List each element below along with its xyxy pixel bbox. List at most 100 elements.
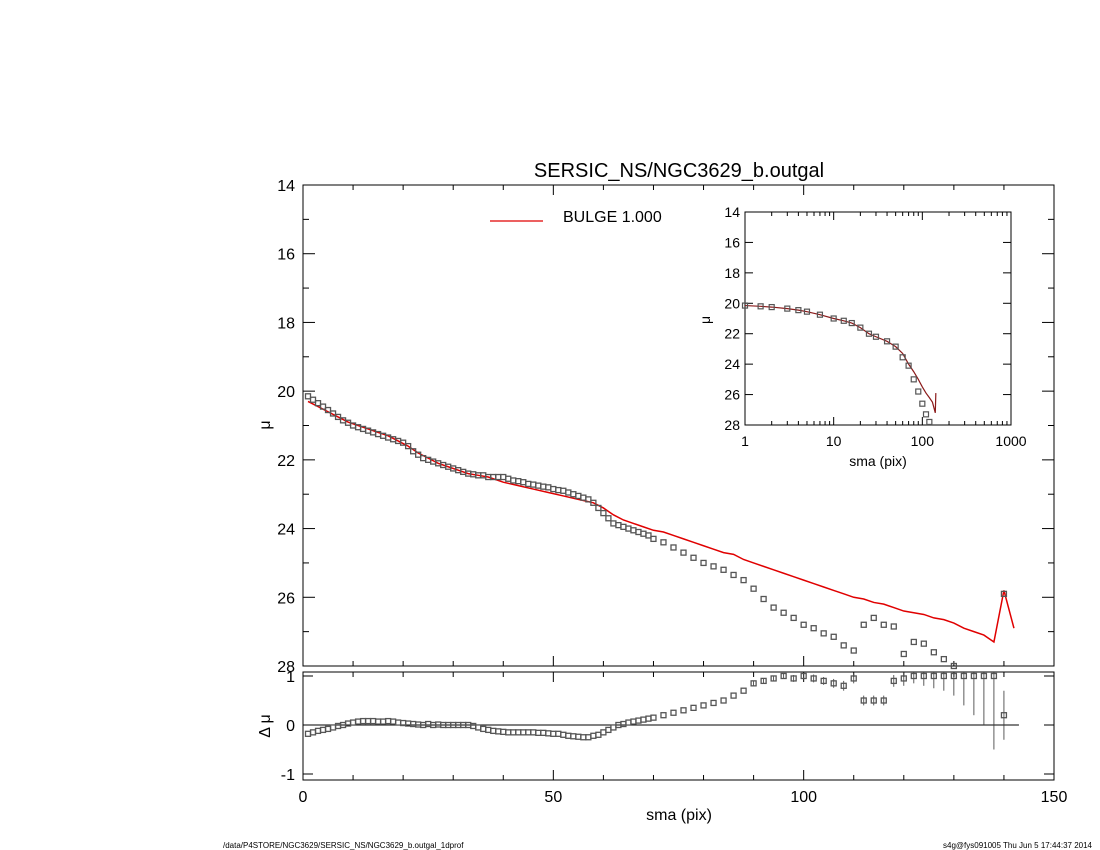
residual-data-point (970, 672, 978, 680)
residual-data-point (304, 730, 312, 737)
residual-data-point (830, 680, 837, 687)
main-data-point (650, 535, 657, 543)
residual-data-point (324, 725, 332, 733)
residual-data-point (670, 709, 677, 716)
residual-data-point (940, 672, 948, 680)
inset-data-point (741, 302, 749, 309)
main-data-point (520, 479, 527, 486)
inset-data-point (910, 376, 917, 383)
residual-data-point (585, 734, 592, 741)
main-data-point (830, 633, 837, 640)
residual-data-point (580, 734, 587, 741)
main-y-tick-label: 18 (277, 315, 295, 332)
main-data-point (700, 559, 707, 567)
residual-data-point (555, 730, 562, 737)
inset-x-tick-label: 100 (911, 433, 935, 449)
residual-frame (302, 671, 1055, 781)
inset-data-point (919, 400, 926, 407)
main-data-point (870, 614, 877, 622)
main-y-tick-label: 14 (277, 178, 295, 195)
residual-data-point (840, 682, 847, 689)
inset-ticks (744, 211, 1012, 426)
residual-data-point (364, 717, 372, 725)
inset-x-tick-label: 10 (826, 433, 842, 449)
main-data-point (635, 528, 642, 536)
main-ticks (302, 184, 1055, 667)
main-y-tick-label: 16 (277, 247, 295, 264)
inset-data-point (803, 308, 811, 315)
inset-y-tick-label: 28 (724, 417, 740, 433)
main-data-point (304, 393, 312, 400)
inset-data-point (915, 388, 922, 395)
main-data-points (304, 393, 1008, 670)
residual-x-tick-label: 100 (790, 789, 817, 806)
residual-data-point (910, 672, 917, 680)
inset-data-point (892, 343, 899, 350)
residual-data-point (309, 729, 317, 736)
residual-data-point (560, 731, 567, 738)
residual-data-point (820, 677, 827, 685)
residual-data-point (800, 672, 807, 680)
residual-data-point (495, 728, 502, 735)
main-data-point (900, 650, 907, 658)
residual-data-point (635, 717, 642, 724)
residual-data-point (625, 719, 632, 726)
residual-data-point (790, 675, 797, 682)
main-data-point (610, 520, 617, 527)
residual-data-point (660, 712, 667, 719)
residual-y-tick-label: -1 (281, 767, 295, 784)
main-data-point (740, 576, 747, 584)
main-data-point (820, 630, 827, 637)
inset-data-point (872, 333, 880, 340)
inset-y-tick-label: 16 (724, 234, 740, 250)
inset-y-tick-label: 26 (724, 387, 740, 403)
residual-y-tick-label: 0 (286, 718, 295, 735)
main-data-point (680, 549, 687, 556)
residual-data-point (605, 726, 612, 734)
residual-data-point (630, 718, 637, 725)
residual-data-point (540, 729, 547, 736)
residual-data-point (850, 675, 857, 682)
inset-data-point (865, 330, 873, 337)
residual-data-point (900, 675, 907, 682)
residual-data-point (880, 697, 887, 704)
main-data-point (930, 649, 937, 656)
inset-data-points (741, 302, 933, 426)
main-data-point (620, 523, 627, 531)
chart-title: SERSIC_NS/NGC3629_b.outgal (534, 160, 824, 182)
main-data-point (1000, 590, 1008, 597)
inset-data-point (922, 411, 930, 418)
residual-data-point (394, 719, 402, 726)
residual-data-point (860, 697, 867, 704)
main-data-point (590, 499, 597, 506)
footer-file-path: /data/P4STORE/NGC3629/SERSIC_NS/NGC3629_… (223, 841, 464, 850)
main-data-point (324, 406, 332, 414)
main-data-point (800, 621, 807, 628)
main-data-point (750, 585, 757, 592)
main-data-point (840, 642, 847, 649)
main-data-point (630, 527, 637, 534)
main-data-point (535, 482, 542, 489)
residual-x-tick-labels: 0 50 100 150 (299, 789, 1068, 806)
main-data-point (690, 554, 697, 561)
main-data-point (670, 544, 677, 551)
inset-data-point (816, 311, 824, 318)
inset-y-tick-label: 18 (724, 265, 740, 281)
residual-data-point (570, 733, 577, 740)
main-data-point (404, 442, 412, 450)
residual-data-point (980, 672, 988, 680)
inset-y-tick-label: 22 (724, 326, 740, 342)
residual-data-point (354, 718, 362, 725)
residual-data-point (535, 729, 542, 736)
residual-data-point (730, 692, 737, 699)
main-data-point (500, 473, 507, 481)
residual-data-point (960, 672, 968, 680)
residual-data-points (304, 672, 1008, 750)
main-data-point (585, 496, 592, 503)
main-data-point (309, 396, 317, 403)
residual-data-point (359, 717, 367, 725)
residual-data-point (590, 732, 597, 739)
residual-data-point (505, 729, 512, 736)
bulge-model-line (307, 400, 1015, 644)
inset-frame (744, 211, 1012, 426)
